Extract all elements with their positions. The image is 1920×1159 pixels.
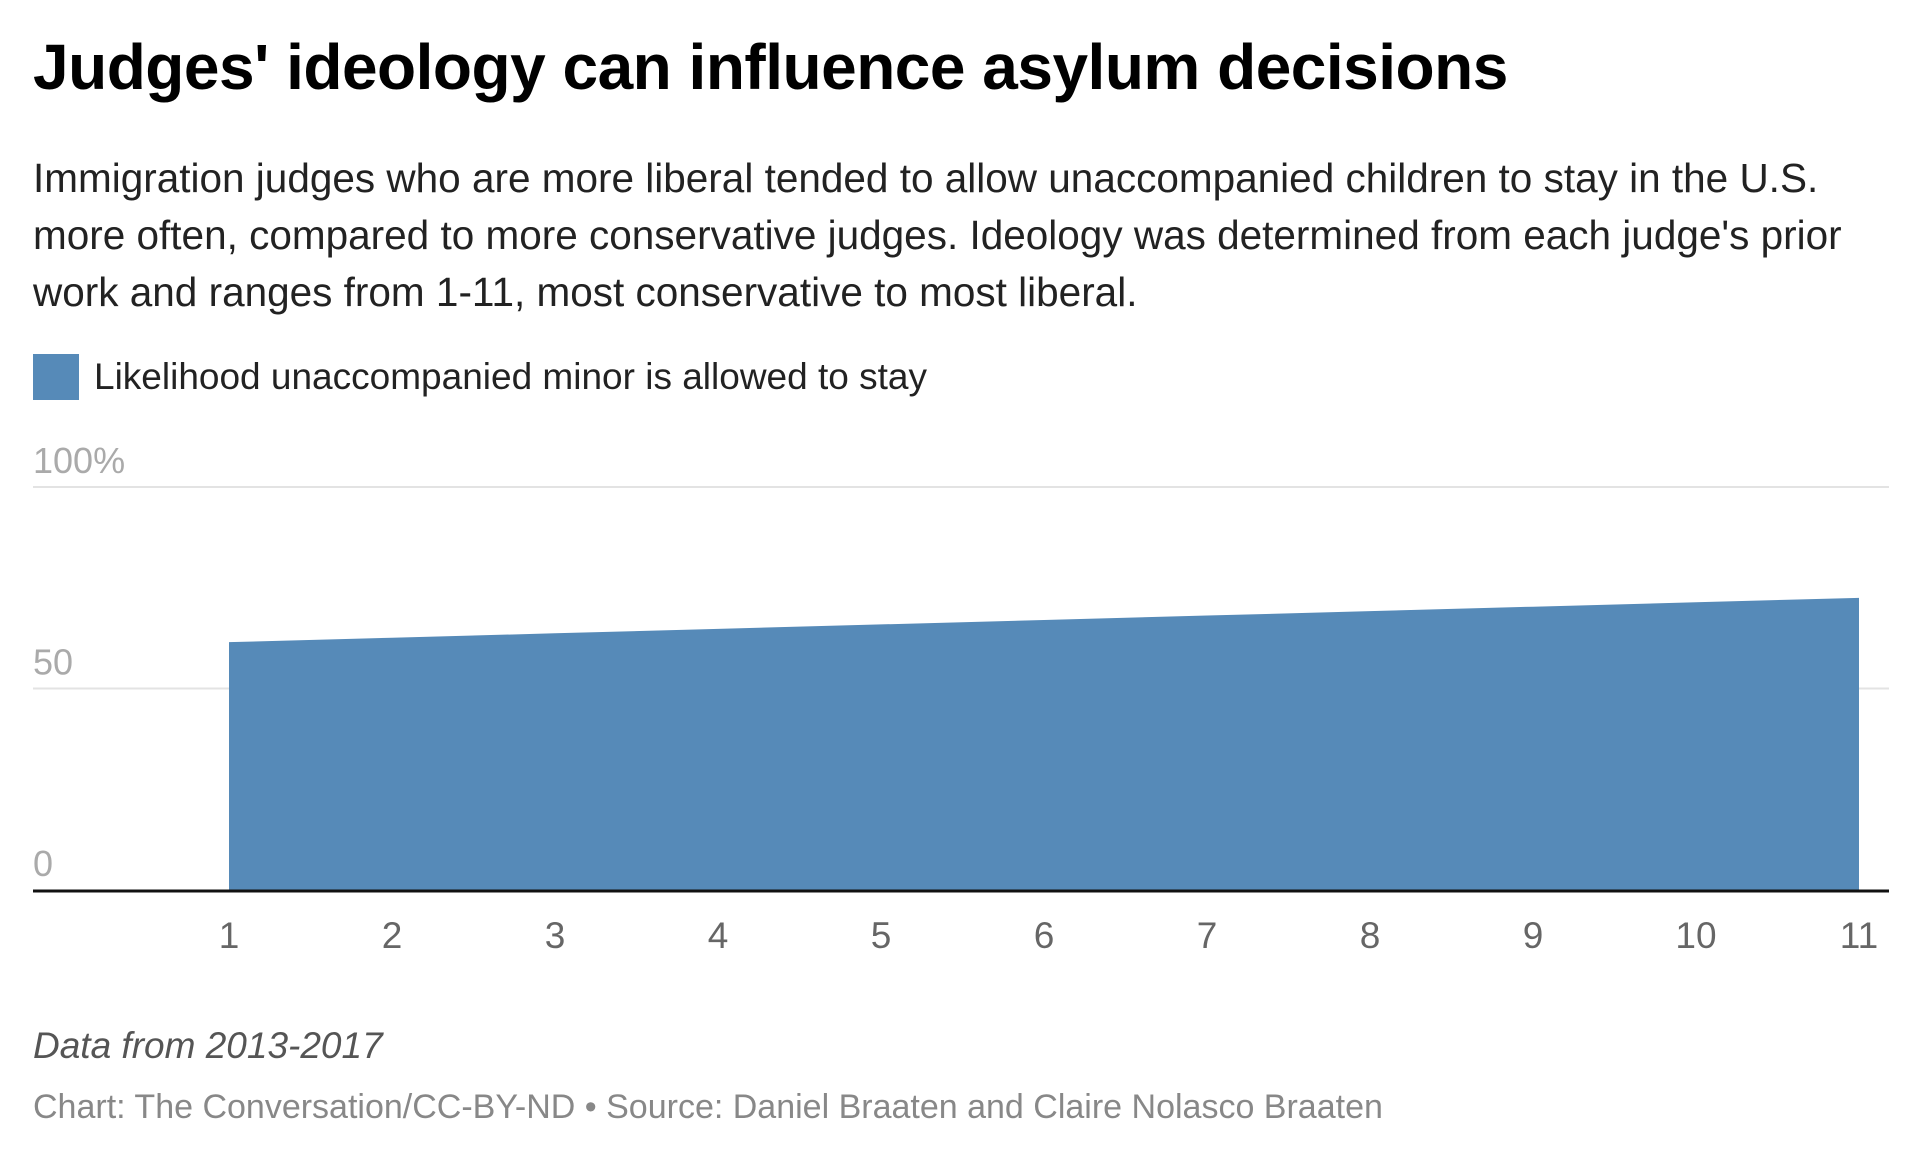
y-tick-label: 100% (33, 440, 125, 481)
source-credit: Chart: The Conversation/CC-BY-ND • Sourc… (33, 1088, 1383, 1126)
x-tick-label: 7 (1197, 915, 1218, 956)
y-tick-label: 0 (33, 843, 53, 884)
legend-swatch (33, 354, 79, 400)
chart-subtitle: Immigration judges who are more liberal … (33, 155, 1842, 315)
x-tick-label: 10 (1675, 915, 1716, 956)
x-tick-label: 11 (1840, 915, 1878, 956)
x-tick-label: 5 (871, 915, 892, 956)
chart-title: Judges' ideology can influence asylum de… (33, 31, 1508, 103)
area-chart: 0 50 100% 1 2 3 4 5 6 7 8 9 10 11 (33, 440, 1889, 956)
x-tick-label: 8 (1360, 915, 1381, 956)
x-tick-label: 3 (545, 915, 566, 956)
y-tick-label: 50 (33, 642, 73, 683)
x-tick-label: 6 (1034, 915, 1055, 956)
x-tick-label: 1 (219, 915, 240, 956)
x-tick-label: 9 (1523, 915, 1544, 956)
legend: Likelihood unaccompanied minor is allowe… (33, 354, 927, 400)
legend-label: Likelihood unaccompanied minor is allowe… (94, 356, 927, 397)
x-tick-label: 4 (708, 915, 729, 956)
x-tick-label: 2 (382, 915, 403, 956)
data-note: Data from 2013-2017 (33, 1025, 383, 1066)
area-series (229, 597, 1859, 890)
